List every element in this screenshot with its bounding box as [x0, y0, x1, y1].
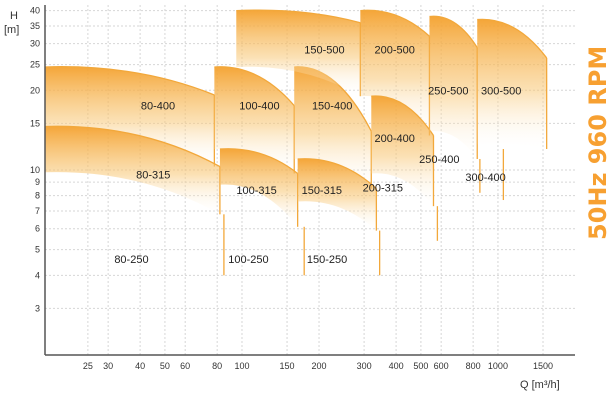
zone-label: 150-250: [307, 254, 347, 266]
zone-top-curve: [214, 66, 295, 107]
zone-area: [219, 148, 298, 227]
zone-top-curve: [360, 9, 430, 37]
zone-label: 200-500: [375, 45, 415, 57]
zone-top-curve: [477, 18, 548, 59]
zone-area: [371, 95, 434, 207]
zone-label: 80-315: [136, 170, 170, 182]
y-tick-label: 9: [35, 177, 40, 187]
x-tick-label: 40: [135, 361, 145, 371]
y-tick-label: 3: [35, 303, 40, 313]
x-tick-label: 80: [212, 361, 222, 371]
y-tick-label: 7: [35, 206, 40, 216]
x-tick-label: 30: [103, 361, 113, 371]
x-tick-label: 400: [389, 361, 404, 371]
zone-top-curve: [219, 148, 299, 174]
x-axis-title: Q [m³/h]: [520, 379, 560, 391]
zone-label: 100-400: [239, 101, 279, 113]
x-tick-label: 25: [83, 361, 93, 371]
y-axis-title: H: [10, 10, 18, 22]
y-tick-label: 30: [30, 39, 40, 49]
x-tick-label: 50: [160, 361, 170, 371]
zone-top-curve: [371, 95, 435, 136]
y-tick-label: 35: [30, 21, 40, 31]
zone-label: 100-315: [236, 185, 276, 197]
x-tick-label: 1000: [488, 361, 508, 371]
zone-top-curve: [297, 158, 377, 190]
axes: [44, 5, 575, 356]
zone-label: 80-250: [114, 254, 148, 266]
zone-label: 80-400: [141, 101, 175, 113]
x-tick-label: 300: [357, 361, 372, 371]
y-tick-label: 15: [30, 118, 40, 128]
zone-label: 300-400: [465, 172, 505, 184]
zone-label: 250-500: [428, 85, 468, 97]
x-tick-label: 150: [280, 361, 295, 371]
x-tick-label: 60: [180, 361, 190, 371]
zone-label: 300-500: [481, 85, 521, 97]
zone-area: [214, 66, 295, 174]
y-tick-label: 6: [35, 224, 40, 234]
zone-area: [45, 66, 215, 167]
zone-area: [360, 10, 430, 136]
zone-label: 250-400: [419, 154, 459, 166]
y-axis-unit: [m]: [4, 24, 19, 36]
zone-area: [477, 19, 547, 150]
zone-area: [294, 66, 372, 189]
x-tick-label: 600: [434, 361, 449, 371]
zone-labels: 80-400 80-315 80-250 100-400 100-315 100-250 1…: [114, 45, 521, 267]
x-tick-label: 800: [466, 361, 481, 371]
zone-top-curve: [44, 66, 215, 96]
ticks: 25 30 40 50 60 80 100 150 200 300 400 500 600 800 1000…: [30, 6, 553, 371]
y-tick-label: 20: [30, 85, 40, 95]
x-tick-label: 1500: [533, 361, 553, 371]
zones: [44, 9, 548, 276]
x-tick-label: 100: [234, 361, 249, 371]
zone-label: 200-315: [363, 182, 403, 194]
zone-label: 100-250: [228, 254, 268, 266]
y-tick-label: 40: [30, 6, 40, 16]
zone-area: [429, 16, 478, 160]
zone-area: [236, 10, 361, 97]
zone-area: [45, 126, 220, 215]
x-tick-label: 500: [413, 361, 428, 371]
x-tick-label: 200: [312, 361, 327, 371]
y-tick-label: 4: [35, 270, 40, 280]
y-tick-label: 8: [35, 191, 40, 201]
chart-title: 50Hz 960 RPM: [584, 46, 612, 240]
zone-top-curve: [236, 9, 361, 24]
zone-top-curve: [44, 125, 221, 168]
zone-label: 150-400: [312, 101, 352, 113]
zone-area: [297, 158, 377, 231]
zone-top-curve: [429, 15, 478, 48]
zone-label: 200-400: [375, 133, 415, 145]
y-tick-label: 10: [30, 165, 40, 175]
y-tick-label: 25: [30, 60, 40, 70]
y-tick-label: 5: [35, 245, 40, 255]
zone-label: 150-500: [304, 45, 344, 57]
zone-label: 150-315: [302, 185, 342, 197]
